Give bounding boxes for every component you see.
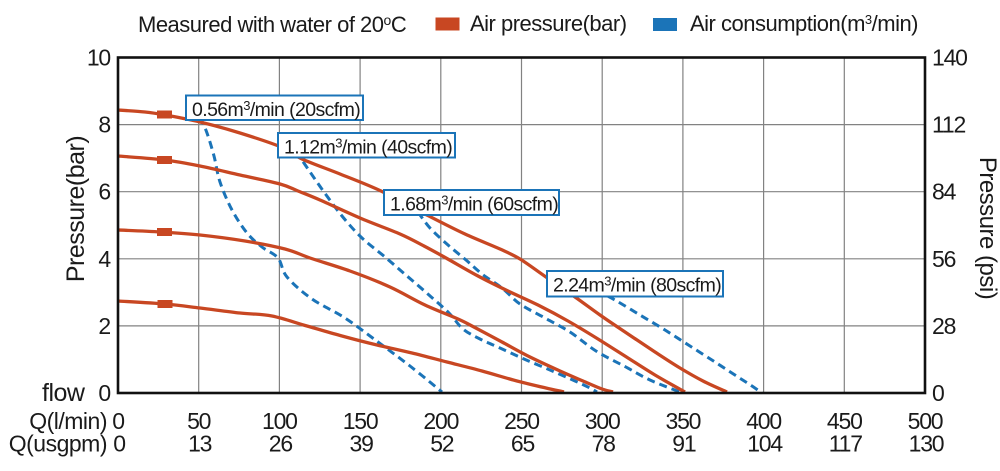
- svg-text:0: 0: [112, 408, 124, 434]
- svg-text:28: 28: [932, 313, 956, 339]
- svg-text:2: 2: [98, 313, 110, 339]
- svg-text:250: 250: [504, 408, 539, 434]
- svg-text:78: 78: [592, 431, 616, 457]
- svg-text:500: 500: [908, 408, 943, 434]
- svg-text:150: 150: [343, 408, 378, 434]
- svg-text:Pressure(bar): Pressure(bar): [62, 136, 90, 282]
- svg-text:65: 65: [511, 431, 535, 457]
- svg-text:26: 26: [269, 431, 293, 457]
- svg-text:112: 112: [932, 112, 965, 138]
- svg-text:200: 200: [423, 408, 458, 434]
- svg-text:Q(l/min): Q(l/min): [29, 408, 107, 434]
- svg-text:450: 450: [827, 408, 862, 434]
- svg-text:Air consumption(m3/min): Air consumption(m3/min): [690, 11, 918, 36]
- svg-text:50: 50: [187, 408, 211, 434]
- svg-text:8: 8: [98, 112, 110, 138]
- svg-text:13: 13: [188, 431, 212, 457]
- svg-text:Pressure (psi): Pressure (psi): [974, 157, 1000, 299]
- svg-text:10: 10: [87, 45, 111, 71]
- svg-text:117: 117: [829, 431, 862, 457]
- svg-text:flow: flow: [42, 379, 86, 407]
- svg-text:56: 56: [932, 246, 956, 272]
- svg-text:400: 400: [746, 408, 781, 434]
- svg-text:0: 0: [98, 380, 110, 406]
- svg-text:104: 104: [747, 431, 783, 457]
- svg-text:2.24m3/min (80scfm): 2.24m3/min (80scfm): [553, 274, 721, 297]
- svg-text:300: 300: [585, 408, 620, 434]
- svg-text:6: 6: [98, 179, 110, 205]
- svg-text:84: 84: [932, 179, 957, 205]
- svg-text:140: 140: [932, 45, 967, 71]
- svg-text:130: 130: [909, 431, 944, 457]
- svg-text:Q(usgpm): Q(usgpm): [9, 431, 107, 457]
- svg-text:1.12m3/min (40scfm): 1.12m3/min (40scfm): [284, 136, 452, 159]
- svg-text:1.68m3/min (60scfm): 1.68m3/min (60scfm): [390, 193, 558, 216]
- svg-text:39: 39: [350, 431, 374, 457]
- svg-text:0.56m3/min (20scfm): 0.56m3/min (20scfm): [192, 98, 360, 121]
- svg-text:350: 350: [666, 408, 701, 434]
- svg-text:52: 52: [430, 431, 454, 457]
- svg-text:0: 0: [932, 380, 944, 406]
- svg-text:91: 91: [672, 431, 696, 457]
- svg-text:0: 0: [113, 431, 125, 457]
- svg-text:4: 4: [98, 246, 111, 272]
- svg-text:Measured with water of 20oC: Measured with water of 20oC: [138, 12, 407, 37]
- svg-text:Air pressure(bar): Air pressure(bar): [470, 11, 627, 36]
- svg-text:100: 100: [262, 408, 297, 434]
